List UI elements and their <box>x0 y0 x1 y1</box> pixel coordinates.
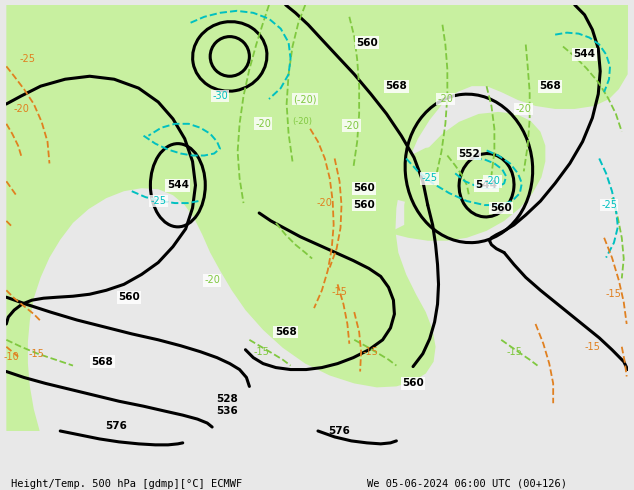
Text: 552: 552 <box>458 148 480 159</box>
Text: -20: -20 <box>516 104 532 114</box>
Text: -20: -20 <box>437 94 453 104</box>
Text: 568: 568 <box>275 327 297 337</box>
Text: 560: 560 <box>353 183 375 193</box>
Text: -15: -15 <box>332 287 347 297</box>
Text: -25: -25 <box>20 54 36 64</box>
Polygon shape <box>445 5 628 59</box>
Polygon shape <box>6 5 628 431</box>
Text: -20: -20 <box>204 275 220 285</box>
Text: -25: -25 <box>601 200 617 210</box>
Text: -30: -30 <box>212 91 228 101</box>
Text: 528: 528 <box>216 394 238 404</box>
Text: 560: 560 <box>118 292 139 302</box>
Polygon shape <box>389 146 484 205</box>
Text: -10: -10 <box>3 352 19 362</box>
Text: 568: 568 <box>91 357 113 367</box>
Text: -15: -15 <box>363 347 379 357</box>
Text: Height/Temp. 500 hPa [gdmp][°C] ECMWF: Height/Temp. 500 hPa [gdmp][°C] ECMWF <box>11 479 242 489</box>
Text: 544: 544 <box>167 180 189 190</box>
Polygon shape <box>531 5 628 73</box>
Text: -15: -15 <box>253 347 269 357</box>
Text: 560: 560 <box>490 203 512 213</box>
Text: 560: 560 <box>353 200 375 210</box>
Text: 568: 568 <box>540 81 561 91</box>
Text: -20: -20 <box>255 119 271 129</box>
Text: -20: -20 <box>484 176 500 186</box>
Text: -15: -15 <box>585 342 600 352</box>
Text: 576: 576 <box>105 421 127 431</box>
Text: We 05-06-2024 06:00 UTC (00+126): We 05-06-2024 06:00 UTC (00+126) <box>367 479 567 489</box>
Text: 568: 568 <box>385 81 407 91</box>
Text: -25: -25 <box>422 173 437 183</box>
Text: 576: 576 <box>328 426 351 436</box>
Text: -20: -20 <box>13 104 29 114</box>
Text: -15: -15 <box>506 347 522 357</box>
Text: (-20): (-20) <box>294 94 317 104</box>
Text: -20: -20 <box>344 121 359 131</box>
Text: 544: 544 <box>476 180 498 190</box>
Text: 560: 560 <box>402 378 424 389</box>
Text: -15.: -15. <box>29 349 47 359</box>
Polygon shape <box>389 112 545 241</box>
Text: -25: -25 <box>150 196 166 206</box>
Text: (-20): (-20) <box>292 117 313 126</box>
Text: 544: 544 <box>574 49 595 59</box>
Text: 536: 536 <box>216 406 238 416</box>
Text: -15: -15 <box>606 289 622 299</box>
Text: -20: -20 <box>317 198 333 208</box>
Text: 560: 560 <box>356 38 378 48</box>
